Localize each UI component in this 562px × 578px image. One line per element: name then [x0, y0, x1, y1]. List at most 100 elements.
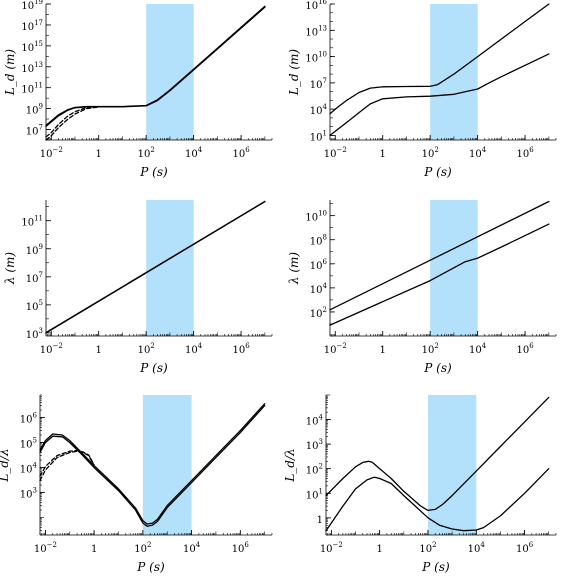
y-tick-label-base: 10 [21, 1, 34, 12]
y-tick-label-base: 10 [306, 466, 319, 477]
y-tick-label-exp: 5 [39, 299, 43, 307]
y-tick-label-base: 10 [306, 441, 319, 452]
series-line-2 [39, 450, 95, 482]
x-tick-label-base: 10 [422, 345, 435, 356]
x-tick-label: 104 [469, 146, 487, 160]
x-tick-label-exp: 4 [196, 541, 201, 549]
y-tick-label-exp: 7 [39, 124, 43, 132]
x-tick-label-base: 10 [324, 149, 337, 160]
y-tick-label: 109 [26, 243, 43, 257]
y-tick-label-exp: 16 [318, 0, 327, 6]
x-tick-label-exp: −2 [52, 146, 62, 154]
series-line-1 [45, 5, 266, 127]
y-tick-label: 1017 [21, 19, 43, 33]
y-tick-label-exp: 10 [318, 51, 327, 59]
series-line-2 [45, 106, 100, 138]
x-tick-label: 1 [91, 544, 97, 555]
x-axis-title: P (s) [136, 560, 165, 574]
panel-top-left: 10−2 1 102 104 10610710910111013101510171019… [3, 0, 273, 179]
x-tick-label-base: 10 [469, 345, 482, 356]
x-tick-label-base: 10 [134, 544, 147, 555]
x-tick-label-exp: 2 [434, 342, 438, 350]
y-tick-label-exp: 2 [319, 463, 323, 471]
x-tick-label-exp: 6 [245, 146, 250, 154]
x-tick-label-exp: −2 [47, 541, 57, 549]
y-tick-label-exp: 13 [318, 24, 327, 32]
y-tick-label-base: 10 [305, 54, 318, 65]
x-tick-label-exp: 6 [529, 146, 534, 154]
y-tick-label-base: 10 [305, 213, 318, 224]
y-tick-label-exp: 7 [323, 77, 327, 85]
y-tick-label-base: 10 [306, 417, 319, 428]
x-tick-label: 106 [232, 541, 250, 555]
y-axis-title: λ (m) [287, 252, 301, 285]
y-tick-label: 1013 [305, 24, 327, 38]
y-tick-label-base: 10 [20, 415, 33, 426]
y-tick-label: 105 [26, 299, 43, 313]
y-tick-label-exp: 6 [323, 258, 328, 266]
y-tick-label: 1010 [305, 210, 327, 224]
x-tick-label-base: 10 [517, 345, 530, 356]
x-tick-label-exp: 4 [482, 146, 487, 154]
y-tick-label: 1013 [21, 61, 43, 75]
y-tick-label-base: 10 [310, 132, 323, 143]
x-tick-label-exp: 2 [434, 146, 438, 154]
y-tick-label-exp: 11 [34, 215, 43, 223]
shaded-band [430, 4, 478, 140]
x-tick-label-base: 10 [324, 345, 337, 356]
y-axis-title: L_d/λ [0, 448, 11, 482]
y-tick-label-base: 10 [21, 64, 34, 75]
y-tick-label-base: 10 [26, 330, 39, 341]
x-axis-title: P (s) [139, 361, 168, 375]
series-line-0 [329, 3, 550, 115]
x-tick-label: 106 [233, 342, 251, 356]
y-tick-label-base: 10 [20, 465, 33, 476]
y-tick-label-base: 10 [21, 43, 34, 54]
y-tick-label: 104 [306, 414, 324, 428]
y-tick-label-base: 10 [310, 80, 323, 91]
y-tick-label: 1015 [21, 40, 43, 54]
x-tick-label-exp: 2 [147, 541, 151, 549]
y-tick-label-base: 10 [26, 246, 39, 257]
y-tick-label-exp: 10 [318, 210, 327, 218]
x-tick-label: 106 [516, 541, 534, 555]
x-tick-label: 10−2 [34, 541, 57, 555]
x-tick-label-base: 10 [517, 149, 530, 160]
y-tick-label: 104 [20, 462, 38, 476]
y-tick-label-base: 10 [21, 22, 34, 33]
x-axis-title: P (s) [139, 165, 168, 179]
x-tick-label: 10−2 [320, 541, 343, 555]
x-tick-label: 106 [233, 146, 251, 160]
shaded-band [427, 395, 477, 535]
x-tick-label-base: 10 [34, 544, 47, 555]
x-tick-label: 10−2 [40, 146, 63, 160]
y-tick-label-base: 1 [317, 515, 323, 526]
y-tick-label: 1010 [305, 51, 327, 65]
x-tick-label: 104 [469, 342, 487, 356]
y-tick-label-exp: 17 [34, 19, 43, 27]
y-tick-label-exp: 4 [323, 282, 328, 290]
y-tick-label: 108 [310, 234, 327, 248]
x-tick-label-exp: 2 [432, 541, 436, 549]
y-tick-label: 107 [26, 124, 43, 138]
x-tick-label: 106 [517, 146, 535, 160]
y-tick-label: 101 [306, 487, 323, 501]
x-tick-label-base: 10 [183, 544, 196, 555]
shaded-band [146, 4, 194, 140]
y-tick-label-base: 10 [20, 440, 33, 451]
y-tick-label-exp: 19 [34, 0, 43, 6]
shaded-band [142, 395, 192, 535]
y-tick-label-exp: 3 [39, 327, 43, 335]
y-tick-label: 101 [310, 129, 327, 143]
series-line-3 [39, 449, 95, 477]
y-tick-label-exp: 9 [39, 103, 43, 111]
x-tick-label-exp: −2 [336, 342, 346, 350]
x-tick-label: 1 [96, 345, 102, 356]
y-tick-label: 1011 [21, 215, 43, 229]
